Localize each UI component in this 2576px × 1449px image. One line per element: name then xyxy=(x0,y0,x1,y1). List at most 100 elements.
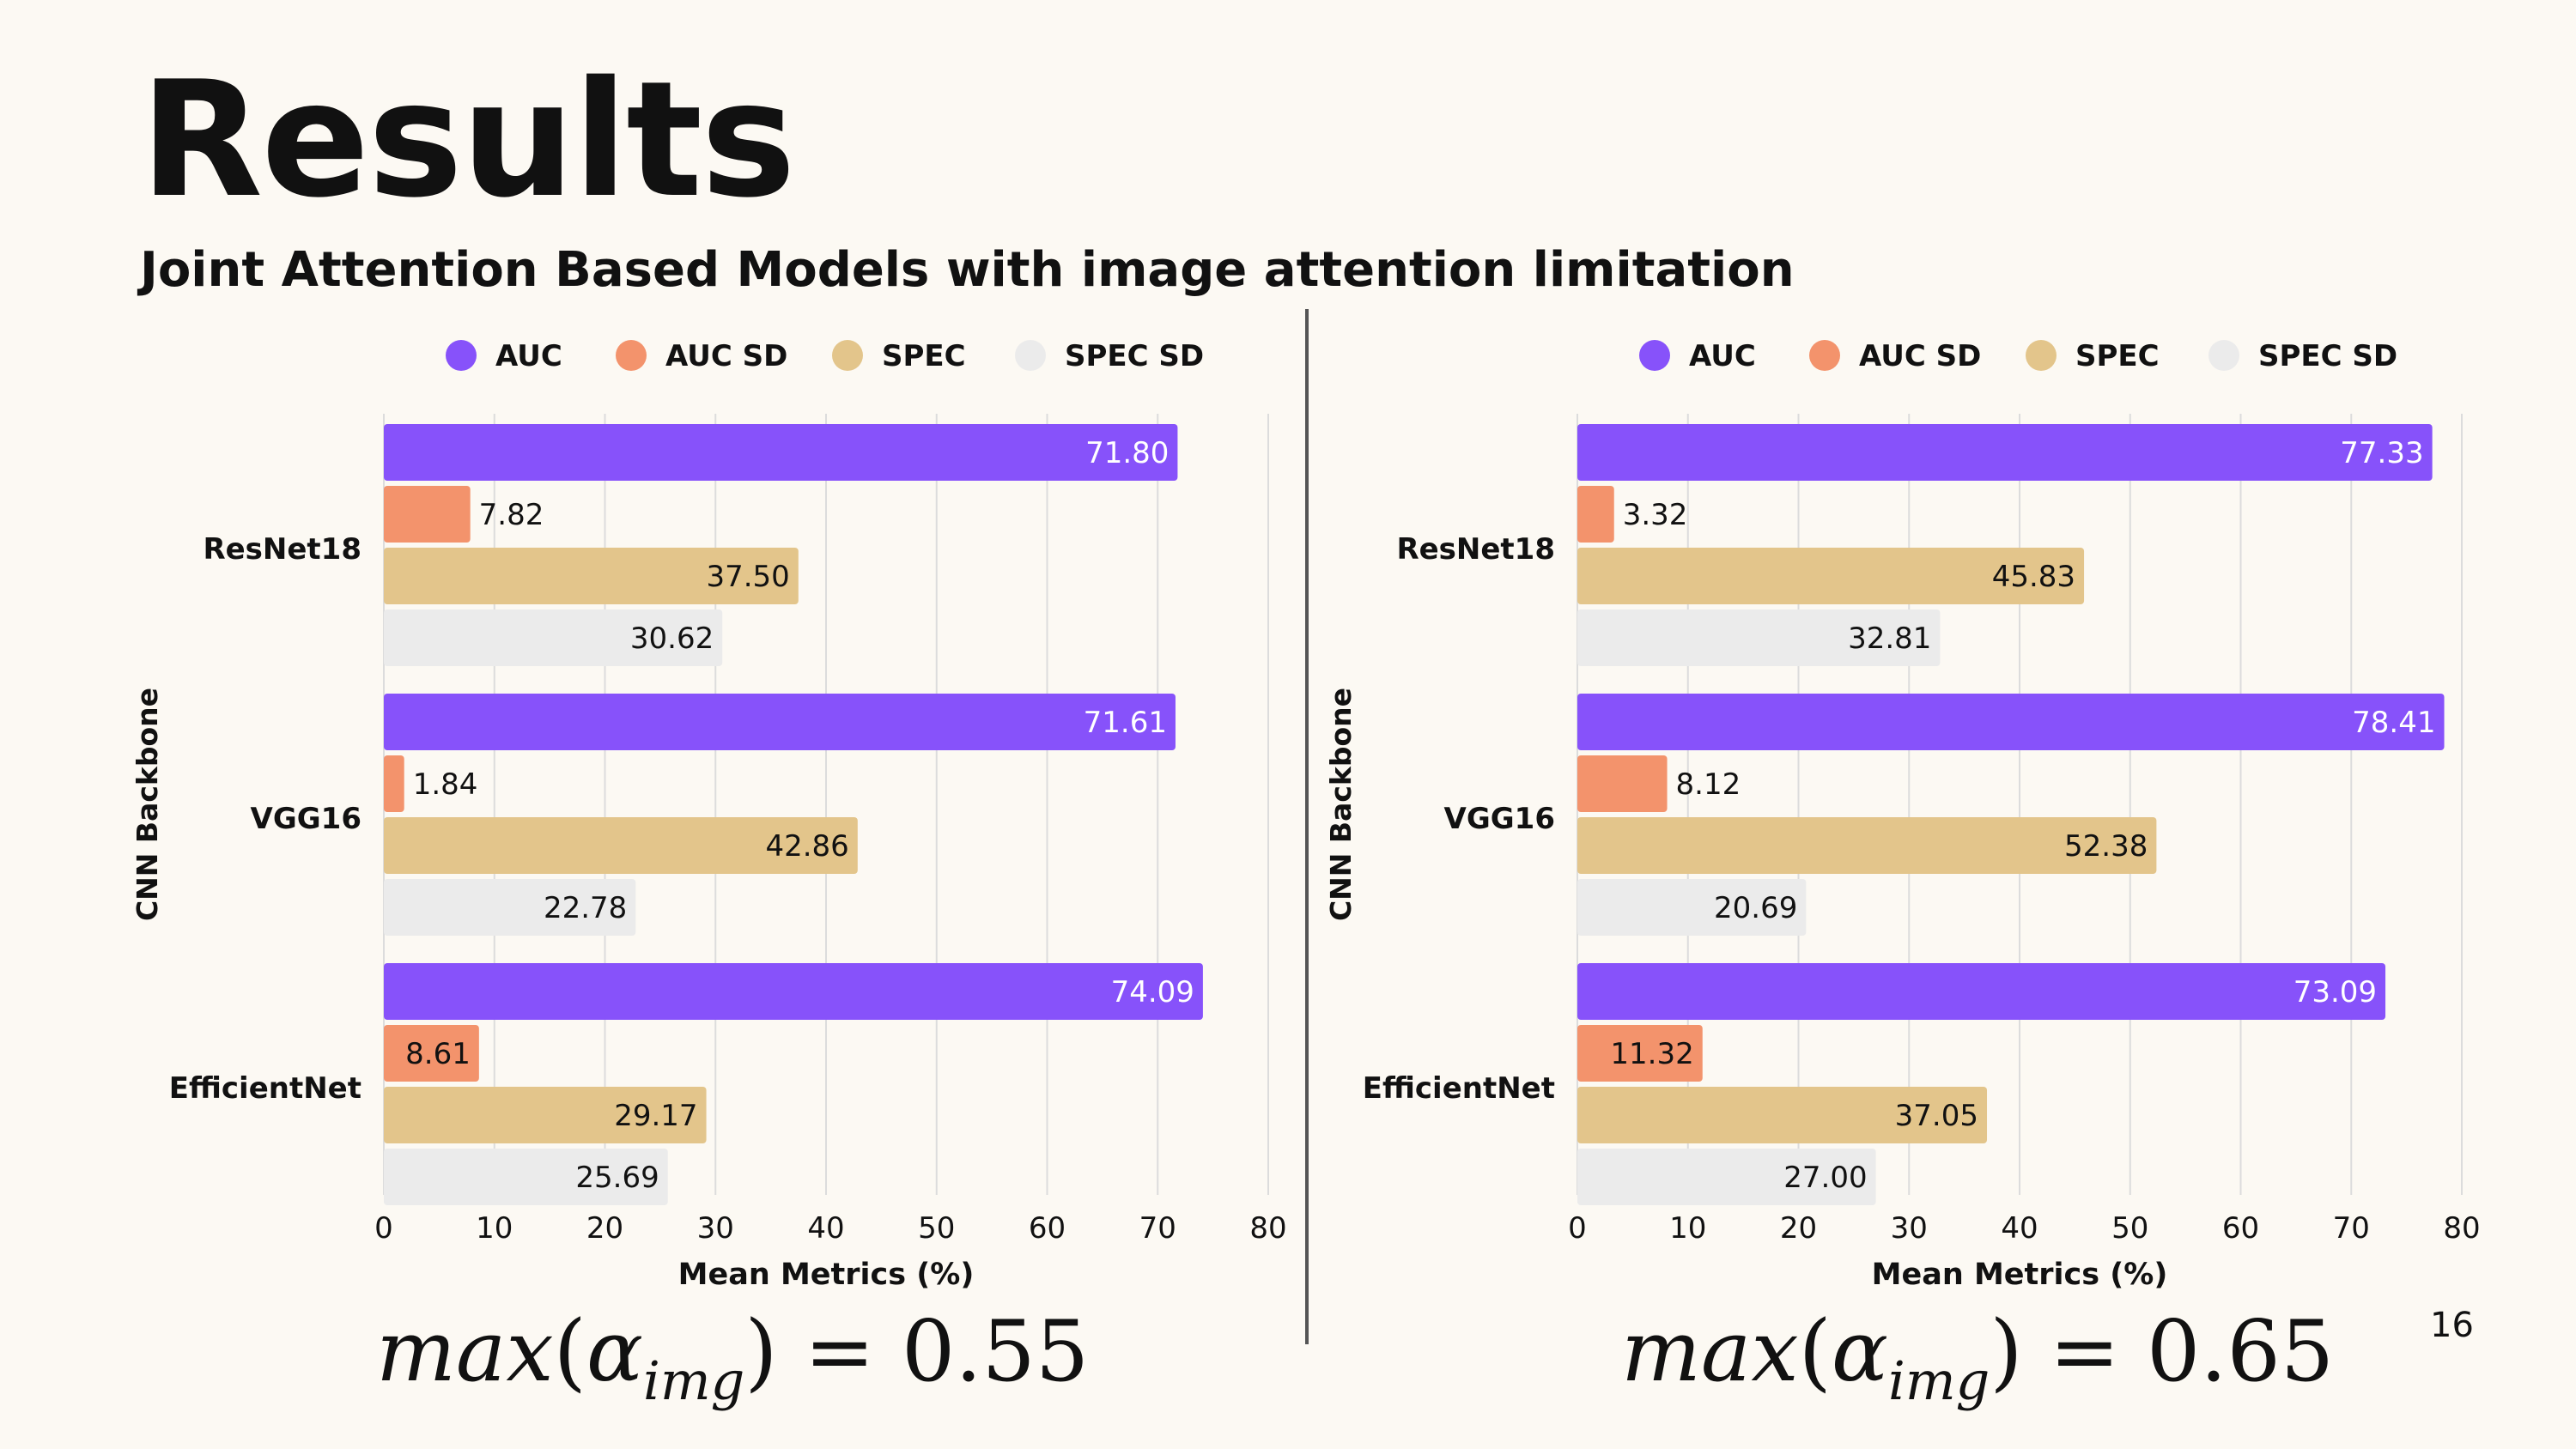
formula-symbol: α xyxy=(1831,1303,1889,1401)
bar-value-label: 73.09 xyxy=(2293,975,2377,1009)
legend-swatch xyxy=(1809,340,1840,371)
x-tick-label: 0 xyxy=(374,1211,393,1246)
bar-value-label: 37.05 xyxy=(1895,1099,1978,1133)
bar-value-label: 74.09 xyxy=(1111,975,1194,1009)
formula-open-paren: ( xyxy=(553,1303,586,1401)
bar xyxy=(384,1149,668,1205)
x-tick-label: 80 xyxy=(2443,1211,2480,1246)
bar xyxy=(1577,694,2445,750)
legend-label: AUC xyxy=(1689,339,1756,373)
bar-value-label: 8.61 xyxy=(405,1037,471,1071)
bar-value-label: 27.00 xyxy=(1783,1161,1867,1195)
bar xyxy=(384,1025,479,1082)
x-tick-label: 40 xyxy=(807,1211,844,1246)
bar xyxy=(384,424,1178,481)
x-tick-label: 50 xyxy=(918,1211,955,1246)
bar xyxy=(1577,1087,1988,1143)
bar xyxy=(1577,424,2433,481)
bar-value-label: 32.81 xyxy=(1848,621,1931,656)
x-tick-label: 30 xyxy=(1891,1211,1928,1246)
formula-subscript: img xyxy=(1888,1349,1990,1412)
bar xyxy=(1577,755,1668,812)
formula-subscript: img xyxy=(643,1349,745,1412)
bar-value-label: 77.33 xyxy=(2340,436,2423,470)
x-tick-label: 0 xyxy=(1568,1211,1587,1246)
formula-symbol: α xyxy=(586,1303,644,1401)
bar xyxy=(384,963,1203,1020)
x-tick-label: 70 xyxy=(1139,1211,1176,1246)
bar xyxy=(1577,817,2157,874)
bar-value-label: 8.12 xyxy=(1676,767,1741,802)
y-axis-title: CNN Backbone xyxy=(1324,688,1358,921)
category-label: EfficientNet xyxy=(169,1071,361,1106)
x-tick-label: 20 xyxy=(586,1211,623,1246)
category-label: VGG16 xyxy=(251,802,361,836)
legend-label: AUC xyxy=(495,339,562,373)
bar xyxy=(1577,1149,1876,1205)
x-tick-label: 60 xyxy=(1029,1211,1066,1246)
bar xyxy=(384,1087,707,1143)
legend-label: SPEC xyxy=(882,339,966,373)
legend-label: SPEC xyxy=(2075,339,2160,373)
bar xyxy=(384,694,1176,750)
bar xyxy=(384,817,858,874)
slide-title: Results xyxy=(140,46,796,233)
bar xyxy=(1577,486,1614,543)
legend-swatch xyxy=(2026,340,2057,371)
formula-open-paren: ( xyxy=(1798,1303,1832,1401)
legend-label: AUC SD xyxy=(1859,339,1981,373)
chart-divider xyxy=(1305,309,1309,1344)
formula-close-paren: ) xyxy=(1990,1303,2023,1401)
category-label: VGG16 xyxy=(1444,802,1555,836)
bar xyxy=(384,548,799,604)
x-tick-label: 60 xyxy=(2222,1211,2259,1246)
bar-value-label: 25.69 xyxy=(575,1161,659,1195)
bar-value-label: 45.83 xyxy=(1992,560,2075,594)
legend-swatch xyxy=(1639,340,1670,371)
x-tick-label: 70 xyxy=(2333,1211,2370,1246)
legend-swatch xyxy=(2208,340,2239,371)
bar-value-label: 3.32 xyxy=(1623,498,1688,532)
bar-chart-left: 0 10 20 30 40 50 60 70 80 Mean Metrics (%) CNN Bac… xyxy=(131,339,1287,1292)
bar-value-label: 52.38 xyxy=(2064,829,2148,864)
bar xyxy=(1577,1025,1703,1082)
x-tick-label: 80 xyxy=(1249,1211,1286,1246)
bar-value-label: 71.61 xyxy=(1084,706,1167,740)
bar-value-label: 78.41 xyxy=(2352,706,2435,740)
x-axis-title: Mean Metrics (%) xyxy=(678,1258,975,1292)
legend-swatch xyxy=(832,340,863,371)
x-axis-title: Mean Metrics (%) xyxy=(1872,1258,2168,1292)
bar-value-label: 20.69 xyxy=(1714,891,1797,925)
legend-label: SPEC SD xyxy=(2258,339,2397,373)
formula-right: max(αimg) = 0.65 xyxy=(1621,1310,2334,1408)
bar-value-label: 29.17 xyxy=(614,1099,697,1133)
bar-value-label: 30.62 xyxy=(630,621,714,656)
x-tick-label: 40 xyxy=(2001,1211,2038,1246)
formula-close-paren: ) xyxy=(744,1303,778,1401)
y-axis-title: CNN Backbone xyxy=(131,688,164,921)
formula-left: max(αimg) = 0.55 xyxy=(376,1310,1089,1408)
category-label: ResNet18 xyxy=(203,532,361,567)
bar-value-label: 37.50 xyxy=(706,560,789,594)
formula-equals: = xyxy=(804,1303,875,1401)
bar-value-label: 42.86 xyxy=(765,829,848,864)
legend-swatch xyxy=(1015,340,1046,371)
page-number: 16 xyxy=(2430,1306,2474,1345)
bar xyxy=(384,755,404,812)
x-tick-label: 30 xyxy=(697,1211,734,1246)
x-tick-label: 50 xyxy=(2111,1211,2148,1246)
bar xyxy=(384,486,471,543)
bar-value-label: 1.84 xyxy=(413,767,478,802)
formula-value: 0.65 xyxy=(2147,1303,2335,1401)
formula-equals: = xyxy=(2049,1303,2120,1401)
legend-label: AUC SD xyxy=(665,339,787,373)
bar xyxy=(1577,548,2085,604)
x-tick-label: 10 xyxy=(1669,1211,1706,1246)
bar xyxy=(1577,879,1807,936)
category-label: EfficientNet xyxy=(1363,1071,1555,1106)
bar-value-label: 22.78 xyxy=(544,891,627,925)
formula-func: max xyxy=(376,1303,554,1401)
bar-value-label: 11.32 xyxy=(1610,1037,1693,1071)
slide-subtitle: Joint Attention Based Models with image … xyxy=(140,242,1795,298)
bar xyxy=(384,609,723,666)
